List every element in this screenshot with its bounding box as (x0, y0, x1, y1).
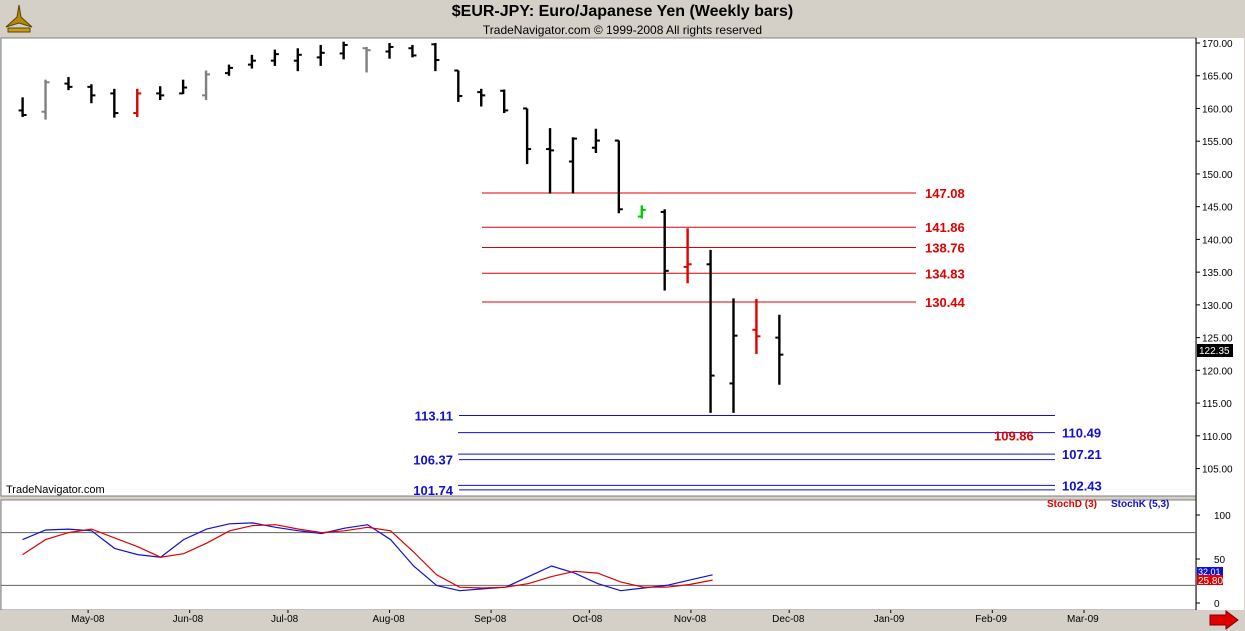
osc-y-tick-label: 50 (1214, 555, 1226, 566)
ohlc-bar (660, 209, 669, 291)
watermark: TradeNavigator.com (6, 484, 105, 496)
x-tick-label: Dec-08 (772, 614, 805, 625)
y-tick-label: 140.00 (1202, 235, 1233, 246)
x-tick-label: May-08 (71, 614, 105, 625)
x-tick-label: Nov-08 (674, 614, 707, 625)
time-axis (1, 610, 1244, 631)
ohlc-bar (431, 43, 440, 72)
oscillator-panel (0, 499, 1197, 611)
y-tick-label: 120.00 (1202, 366, 1233, 377)
stoch-k-label: StochK (5,3) (1111, 499, 1169, 510)
y-tick-label: 145.00 (1202, 203, 1233, 214)
ohlc-bar (133, 88, 142, 117)
ohlc-bar (293, 48, 302, 72)
level-label: 101.74 (413, 483, 454, 498)
ohlc-bar (523, 107, 532, 165)
y-tick-label: 155.00 (1202, 137, 1233, 148)
last-price-tag: 122.35 (1199, 346, 1230, 357)
stoch-k-line (22, 522, 713, 592)
y-tick-label: 135.00 (1202, 268, 1233, 279)
trade-navigator-logo-icon (4, 3, 34, 40)
ohlc-bar (362, 46, 371, 73)
ohlc-bar (408, 44, 417, 58)
osc-y-tick-label: 0 (1214, 599, 1220, 610)
ohlc-bar (156, 86, 165, 100)
level-label: 106.37 (413, 453, 453, 468)
x-tick-label: Sep-08 (474, 614, 507, 625)
ohlc-bar (729, 298, 738, 413)
y-tick-label: 170.00 (1202, 39, 1233, 50)
x-tick-label: Jul-08 (271, 614, 299, 625)
ohlc-bar (706, 249, 715, 413)
level-label: 138.76 (925, 241, 965, 256)
ohlc-bar (202, 70, 211, 100)
stoch-d-value-tag-box (1197, 575, 1223, 585)
ohlc-bar (87, 84, 96, 104)
chart-subtitle: TradeNavigator.com © 1999-2008 All right… (482, 23, 763, 37)
x-tick-label: Mar-09 (1067, 614, 1099, 625)
stoch-k-value-tag-box (1197, 567, 1223, 576)
ohlc-bar (18, 97, 27, 117)
ohlc-bar (775, 314, 784, 385)
ohlc-bar (247, 54, 256, 69)
level-label: 130.44 (925, 295, 966, 310)
ohlc-bar (179, 79, 188, 95)
level-label: 113.11 (415, 408, 453, 423)
ohlc-bar (41, 79, 50, 120)
y-tick-label: 110.00 (1202, 432, 1232, 443)
ohlc-bar (339, 41, 348, 60)
y-tick-label: 150.00 (1202, 170, 1233, 181)
level-label: 134.83 (925, 266, 965, 281)
price-axis (1197, 38, 1244, 610)
y-tick-label: 160.00 (1202, 104, 1233, 115)
ohlc-bar (454, 69, 463, 102)
stoch-d-line (22, 524, 713, 589)
level-label: 109.86 (994, 429, 1034, 444)
ohlc-bar (477, 88, 486, 107)
ohlc-bar (568, 137, 577, 194)
level-label: 102.43 (1062, 478, 1102, 493)
level-label: 110.49 (1062, 426, 1101, 441)
ohlc-bar (270, 49, 279, 66)
y-tick-label: 165.00 (1202, 72, 1233, 83)
ohlc-bar (110, 88, 119, 118)
ohlc-bar (591, 128, 600, 153)
ohlc-bar (614, 139, 623, 214)
y-tick-label: 105.00 (1202, 465, 1233, 476)
x-tick-label: Jun-08 (173, 614, 204, 625)
y-tick-label: 115.00 (1202, 399, 1232, 410)
ohlc-bar (385, 43, 394, 59)
chart-title: $EUR-JPY: Euro/Japanese Yen (Weekly bars… (451, 3, 794, 20)
level-label: 147.08 (925, 186, 965, 201)
y-tick-label: 130.00 (1202, 301, 1233, 312)
last-price-tag-box (1197, 344, 1233, 357)
ohlc-bar (546, 128, 555, 194)
price-panel (0, 37, 1197, 497)
chart-header: $EUR-JPY: Euro/Japanese Yen (Weekly bars… (0, 0, 1245, 38)
ohlc-bar (316, 44, 325, 66)
ohlc-bar (637, 205, 646, 219)
x-tick-label: Oct-08 (572, 614, 602, 625)
x-tick-label: Aug-08 (373, 614, 406, 625)
osc-y-tick-label: 100 (1214, 511, 1231, 522)
ohlc-bar (64, 77, 73, 91)
level-label: 107.21 (1062, 447, 1102, 462)
stoch-d-value-tag: 25.80 (1198, 576, 1223, 587)
x-tick-label: Feb-09 (975, 614, 1007, 625)
ohlc-bar (500, 89, 509, 114)
stoch-d-label: StochD (3) (1047, 499, 1097, 510)
ohlc-bar (683, 228, 692, 284)
ohlc-bar (752, 298, 761, 354)
y-tick-label: 125.00 (1202, 334, 1233, 345)
level-label: 141.86 (925, 220, 965, 235)
x-tick-label: Jan-09 (874, 614, 905, 625)
scroll-right-arrow-icon[interactable] (1209, 610, 1239, 630)
ohlc-bar (224, 64, 233, 76)
stoch-k-value-tag: 32.01 (1198, 567, 1221, 577)
